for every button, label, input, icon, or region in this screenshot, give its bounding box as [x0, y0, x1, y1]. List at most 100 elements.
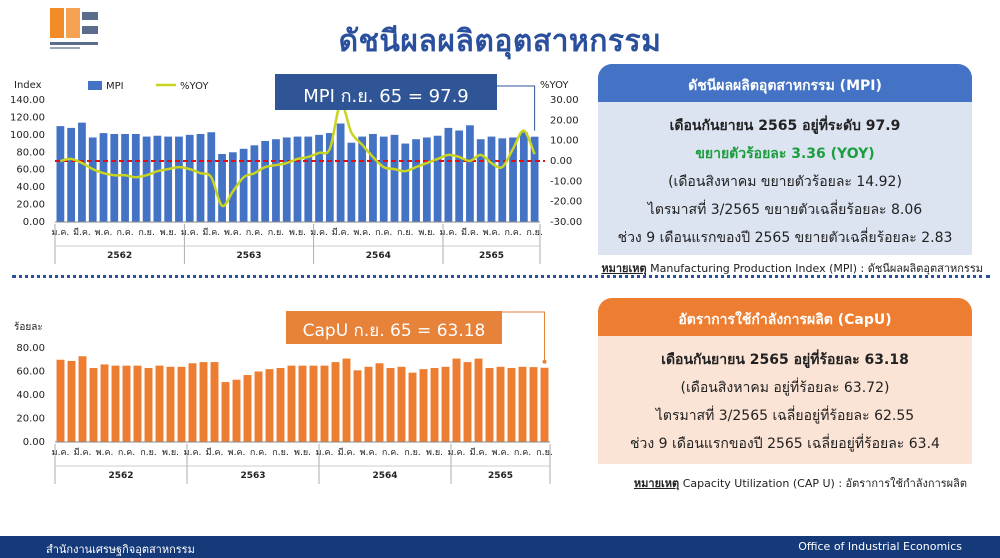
x-tick-label: ก.ค.: [382, 448, 399, 458]
y-tick-label: 20.00: [16, 200, 45, 211]
bar-3: [78, 122, 86, 222]
bar-37: [444, 127, 453, 222]
page-title: ดัชนีผลผลิตอุตสาหกรรม: [338, 24, 662, 59]
bar-13: [188, 363, 197, 442]
x-tick-label: ม.ค.: [448, 448, 466, 458]
x-tick-label: มี.ค.: [206, 447, 224, 458]
x-tick-label: ก.ค.: [116, 228, 133, 238]
bar-29: [358, 136, 367, 222]
bar-19: [250, 145, 259, 222]
bar-43: [509, 137, 517, 222]
y2-tick-label: 10.00: [550, 136, 579, 147]
bar-44: [529, 367, 538, 442]
y-axis-title: ร้อยละ: [14, 321, 43, 333]
bar-38: [455, 130, 464, 222]
bar-2: [67, 360, 76, 442]
x-tick-label: ก.ย.: [138, 228, 154, 238]
bar-31: [379, 136, 388, 222]
y-tick-label: 20.00: [16, 414, 45, 425]
x-tick-label: พ.ย.: [160, 228, 177, 238]
bar-28: [347, 142, 356, 222]
y2-tick-label: 20.00: [550, 115, 579, 126]
x-tick-label: มี.ค.: [202, 227, 220, 238]
bar-35: [422, 137, 431, 222]
legend-mpi-label: MPI: [106, 81, 124, 92]
capu-note-label: หมายเหตุ: [633, 477, 680, 490]
bar-7: [122, 365, 131, 442]
bar-42: [507, 367, 516, 442]
y-axis-title: Index: [14, 80, 42, 91]
bar-26: [325, 133, 334, 222]
y-tick-label: 0.00: [23, 437, 45, 448]
x-year-label: 2564: [372, 471, 397, 481]
x-tick-label: มี.ค.: [338, 447, 356, 458]
y-tick-label: 80.00: [16, 147, 45, 158]
mpi-note: หมายเหตุ Manufacturing Production Index …: [583, 259, 983, 277]
yoy-series-line: [60, 102, 536, 208]
bar-19: [254, 371, 263, 442]
x-tick-label: พ.ค.: [224, 228, 242, 238]
capu-callout: CapU ก.ย. 65 = 63.18: [286, 311, 502, 344]
x-year-label: 2563: [240, 471, 265, 481]
bar-22: [282, 137, 291, 222]
bar-45: [540, 367, 549, 442]
y2-tick-label: 0.00: [550, 156, 572, 167]
bar-44: [519, 132, 528, 222]
bar-7: [121, 133, 129, 222]
capu-line-prev-month: (เดือนสิงหาคม อยู่ที่ร้อยละ 63.72): [680, 380, 890, 396]
bar-10: [153, 135, 162, 222]
bar-33: [408, 372, 417, 442]
y2-tick-label: -10.00: [550, 176, 582, 187]
x-tick-label: พ.ย.: [418, 228, 435, 238]
capu-line-quarter: ไตรมาสที่ 3/2565 เฉลี่ยอยู่ที่ร้อยละ 62.…: [655, 408, 915, 424]
mpi-note-label: หมายเหตุ: [601, 262, 647, 275]
bar-18: [243, 375, 252, 442]
bar-24: [304, 136, 313, 222]
x-tick-label: พ.ค.: [360, 448, 378, 458]
bar-41: [496, 366, 505, 442]
y-tick-label: 60.00: [16, 165, 45, 176]
x-tick-label: พ.ค.: [95, 228, 113, 238]
bar-8: [133, 365, 142, 442]
mpi-panel-body: เดือนกันยายน 2565 อยู่ที่ระดับ 97.9 ขยาย…: [598, 102, 972, 255]
x-tick-label: ก.ย.: [397, 228, 413, 238]
mpi-line-prev-month: (เดือนสิงหาคม ขยายตัวร้อยละ 14.92): [668, 174, 902, 190]
bar-25: [315, 134, 323, 222]
bar-30: [369, 133, 377, 222]
x-tick-label: ก.ค.: [504, 228, 521, 238]
bar-42: [498, 138, 507, 222]
capu-line-9months: ช่วง 9 เดือนแรกของปี 2565 เฉลี่ยอยู่ที่ร…: [630, 436, 940, 452]
bar-40: [485, 367, 494, 442]
x-year-label: 2565: [479, 251, 504, 261]
x-tick-label: ก.ย.: [536, 448, 552, 458]
x-tick-label: ม.ค.: [316, 448, 334, 458]
bar-10: [155, 365, 164, 442]
mpi-note-text: Manufacturing Production Index (MPI) : ด…: [646, 262, 983, 275]
mpi-line-level: เดือนกันยายน 2565 อยู่ที่ระดับ 97.9: [669, 118, 901, 134]
bar-17: [232, 379, 241, 442]
bar-45: [530, 136, 539, 222]
x-tick-label: มี.ค.: [461, 227, 479, 238]
x-tick-label: ก.ค.: [118, 448, 135, 458]
bar-20: [265, 369, 274, 442]
x-year-label: 2562: [108, 471, 133, 481]
footer-org-thai: สำนักงานเศรษฐกิจอุตสาหกรรม: [46, 543, 195, 556]
bar-12: [175, 136, 183, 222]
bar-40: [476, 139, 485, 222]
y-tick-label: 140.00: [10, 95, 45, 106]
bar-24: [309, 365, 318, 442]
x-tick-label: พ.ค.: [483, 228, 501, 238]
x-tick-label: มี.ค.: [73, 227, 91, 238]
bar-38: [463, 362, 472, 442]
oie-logo-mark: [50, 8, 98, 49]
mpi-panel-header: ดัชนีผลผลิตอุตสาหกรรม (MPI): [598, 64, 972, 102]
x-tick-label: มี.ค.: [470, 447, 488, 458]
capu-callout-dot: [542, 359, 547, 364]
bar-32: [390, 134, 399, 222]
capu-panel-header: อัตราการใช้กำลังการผลิต (CapU): [598, 298, 972, 336]
x-tick-label: ก.ย.: [272, 448, 288, 458]
x-tick-label: ก.ย.: [526, 228, 542, 238]
x-tick-label: ม.ค.: [184, 448, 202, 458]
mpi-callout: MPI ก.ย. 65 = 97.9: [275, 74, 497, 110]
bar-30: [375, 363, 384, 442]
